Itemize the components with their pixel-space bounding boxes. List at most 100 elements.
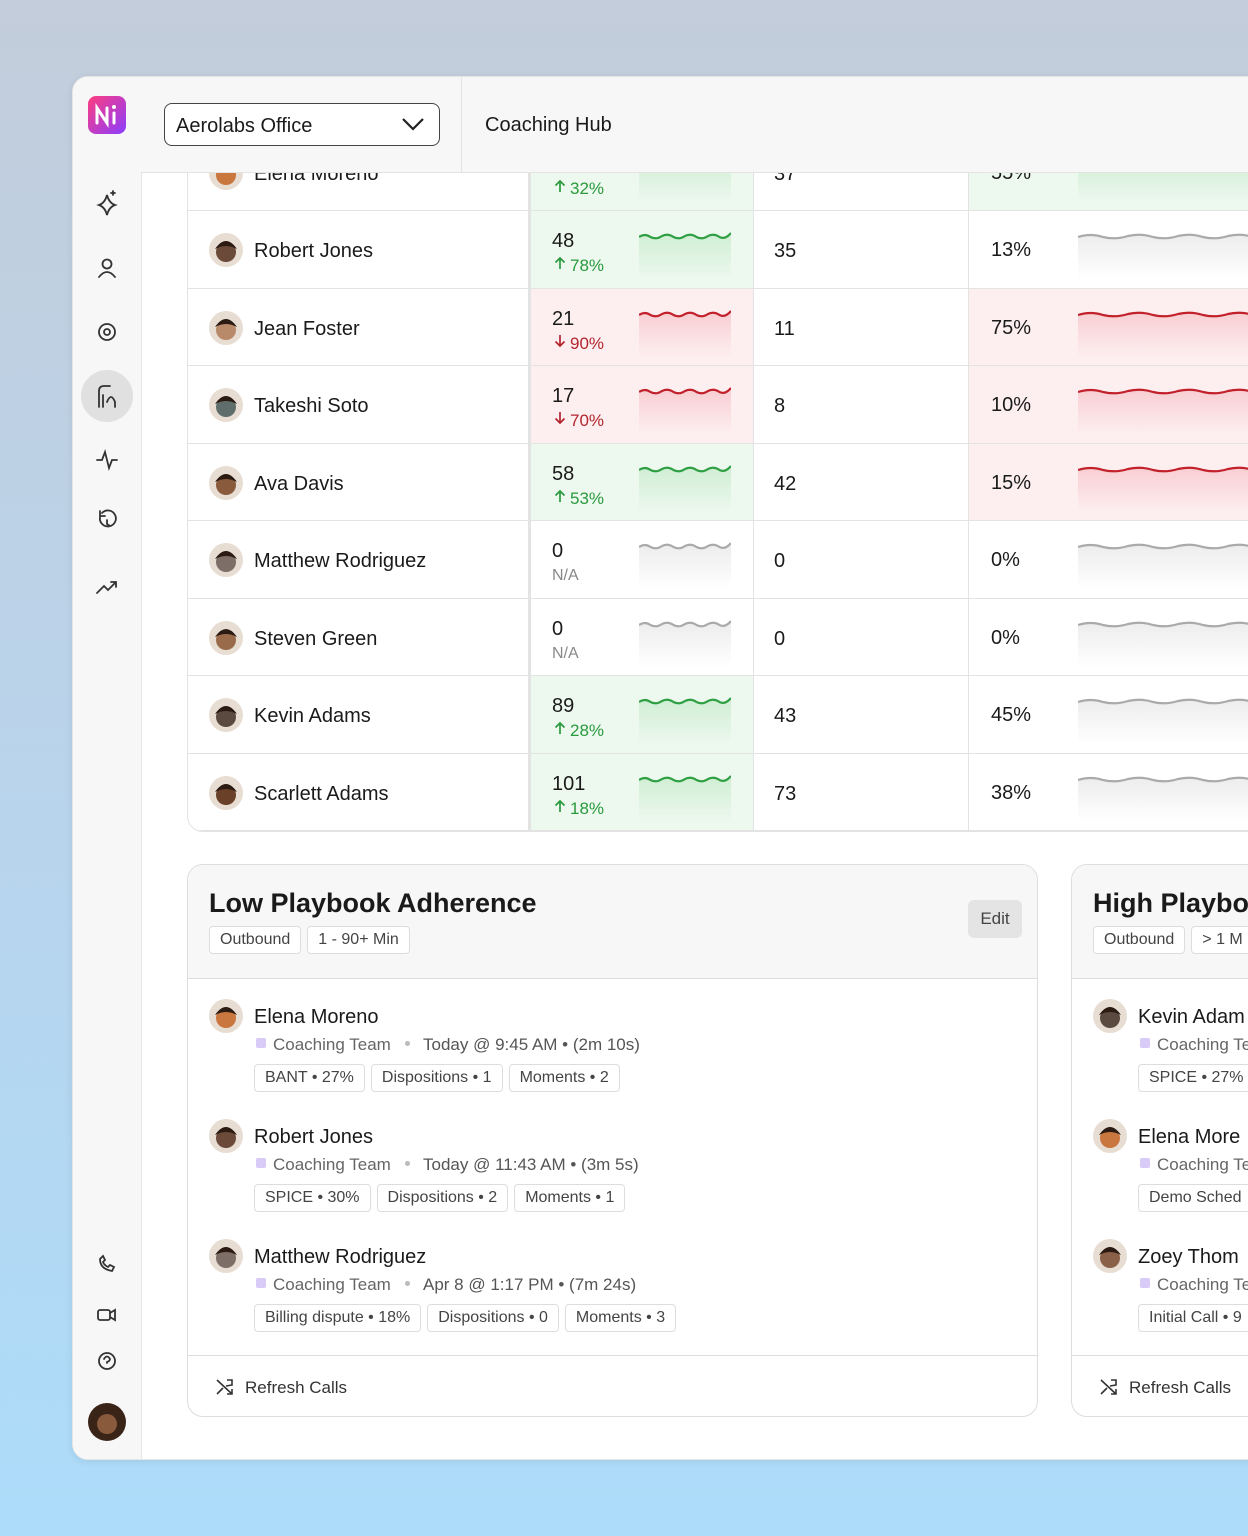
nav-activity[interactable]: [96, 448, 118, 472]
arrow-path: [554, 179, 566, 192]
sparkline-area: [639, 173, 731, 202]
call-meta: Today @ 9:45 AM • (2m 10s): [423, 1035, 640, 1054]
dropdown-chevron: [402, 118, 424, 131]
table-row[interactable]: Ava Davis 58 53% 42 15%: [188, 443, 1248, 521]
sparkline: [639, 619, 731, 667]
nav-coaching[interactable]: [98, 385, 116, 408]
caller-name: Elena Moreno: [254, 1006, 379, 1028]
score-value: 89: [552, 695, 575, 717]
call-tag: Moments • 1: [514, 1184, 626, 1212]
call-tag: Demo Sched: [1138, 1184, 1248, 1212]
nav-phone[interactable]: [99, 1254, 116, 1272]
score-value: 0: [552, 540, 564, 562]
table-row[interactable]: Scarlett Adams 101 18% 73 38%: [188, 753, 1248, 831]
rate-cell: 0%: [969, 598, 1248, 675]
table-row[interactable]: Kevin Adams 89 28% 43 45%: [188, 676, 1248, 754]
score-cell: 17 70%: [528, 366, 754, 443]
playbook-card: Low Playbook Adherence Outbound 1 - 90+ Mi…: [187, 864, 1038, 1417]
call-meta: Today @ 11:43 AM • (3m 5s): [423, 1155, 639, 1174]
avatar-face: [216, 552, 236, 572]
user-avatar[interactable]: [88, 1403, 126, 1441]
playbook-card: High Playbo Outbound > 1 M Kevin Adam Coachi…: [1071, 864, 1248, 1417]
sparkline: [1078, 388, 1248, 434]
nav-ai[interactable]: [96, 190, 118, 216]
nav-video[interactable]: [97, 1308, 116, 1322]
call-item[interactable]: Zoey Thom Coaching Te Initial Call • 9: [1072, 1225, 1248, 1335]
score-value: 21: [552, 307, 575, 330]
sparkline: [1078, 698, 1248, 744]
call-item[interactable]: Robert Jones Coaching Team Today @ 11:43 A…: [188, 1105, 1037, 1215]
table-row[interactable]: Robert Jones 48 78% 35 13%: [188, 211, 1248, 289]
nav-history[interactable]: [99, 509, 117, 528]
table-row[interactable]: Takeshi Soto 17 70% 8 10%: [188, 366, 1248, 444]
delta-arrow: [554, 489, 566, 502]
call-tag: Dispositions • 0: [427, 1304, 559, 1332]
rate-value: 38%: [991, 781, 1032, 804]
team-marker: [256, 1278, 266, 1288]
sparkline: [639, 697, 731, 744]
rate-cell: 10%: [969, 366, 1248, 443]
sparkline-line: [639, 697, 731, 705]
refresh-calls[interactable]: Refresh Calls: [1129, 1378, 1232, 1397]
arrow-path: [554, 412, 566, 425]
avatar: [1093, 1239, 1127, 1273]
call-tags: Initial Call • 9: [1138, 1304, 1248, 1332]
team-name: Coaching Team: [273, 1275, 391, 1294]
rate-value: 13%: [991, 239, 1032, 261]
avatar-face: [216, 707, 236, 727]
table-row[interactable]: Jean Foster 21 90% 11 75%: [188, 288, 1248, 366]
count-value: 42: [774, 472, 797, 495]
avatar: [209, 1119, 243, 1153]
nav-settings[interactable]: [98, 323, 116, 341]
call-tags: SPICE • 27%: [1138, 1064, 1248, 1092]
meta-dot: [405, 1281, 410, 1286]
call-item[interactable]: Kevin Adam Coaching Te SPICE • 27%: [1072, 985, 1248, 1095]
call-item[interactable]: Elena More Coaching Te Demo Sched: [1072, 1105, 1248, 1215]
rate-value: 75%: [991, 316, 1032, 339]
avatar: [209, 310, 243, 345]
logo[interactable]: [88, 96, 126, 134]
sparkline: [1078, 173, 1248, 202]
avatar-face: [216, 319, 236, 340]
edit-button[interactable]: Edit: [968, 900, 1022, 938]
avatar-face: [1100, 1248, 1120, 1268]
table-row[interactable]: Steven Green 0 N/A 0 0%: [188, 598, 1248, 676]
sparkline: [639, 173, 731, 202]
count-value: 11: [774, 317, 795, 340]
team-name: Coaching Team: [273, 1035, 391, 1054]
team-name: Coaching Te: [1157, 1155, 1248, 1174]
sparkline: [1078, 233, 1248, 279]
workspace-dropdown[interactable]: Aerolabs Office: [164, 103, 440, 146]
score-cell: 89 28%: [528, 676, 754, 753]
avatar-face: [1100, 1008, 1120, 1028]
table-row[interactable]: Elena Moreno 32% 37 55%: [188, 173, 1248, 211]
rep-name: Kevin Adams: [254, 705, 371, 727]
nav-help[interactable]: [98, 1352, 116, 1370]
delta-label: 90%: [570, 333, 605, 353]
call-item[interactable]: Matthew Rodriguez Coaching Team Apr 8 @ 1:…: [188, 1225, 1037, 1335]
avatar-face: [216, 242, 236, 262]
nav-icons: [81, 190, 133, 1370]
avatar-hair: [215, 628, 237, 637]
avatar-face: [216, 474, 236, 495]
delta-arrow: [554, 179, 566, 192]
rep-name: Robert Jones: [254, 240, 373, 262]
call-item[interactable]: Elena Moreno Coaching Team Today @ 9:45 AM…: [188, 985, 1037, 1095]
refresh-calls[interactable]: Refresh Calls: [245, 1378, 348, 1397]
delta-label: 18%: [570, 798, 605, 818]
call-tag: Moments • 2: [508, 1064, 620, 1092]
nav-profile[interactable]: [98, 258, 116, 278]
delta-arrow: [554, 799, 566, 812]
nav-trends[interactable]: [96, 581, 117, 594]
table-row[interactable]: Matthew Rodriguez 0 N/A 0 0%: [188, 521, 1248, 599]
rate-cell: 75%: [969, 288, 1248, 365]
caller-name: Matthew Rodriguez: [254, 1246, 427, 1268]
card-footer: Refresh Calls: [188, 1355, 1037, 1416]
rep-name: Ava Davis: [254, 472, 344, 495]
avatar-hair: [215, 1247, 237, 1255]
sparkline-line: [1078, 466, 1248, 472]
sparkline-area: [1078, 389, 1248, 434]
delta-label: N/A: [552, 644, 579, 662]
sparkline: [639, 774, 731, 822]
app-window: Aerolabs Office Coaching Hub Elena Moren…: [72, 76, 1248, 1460]
